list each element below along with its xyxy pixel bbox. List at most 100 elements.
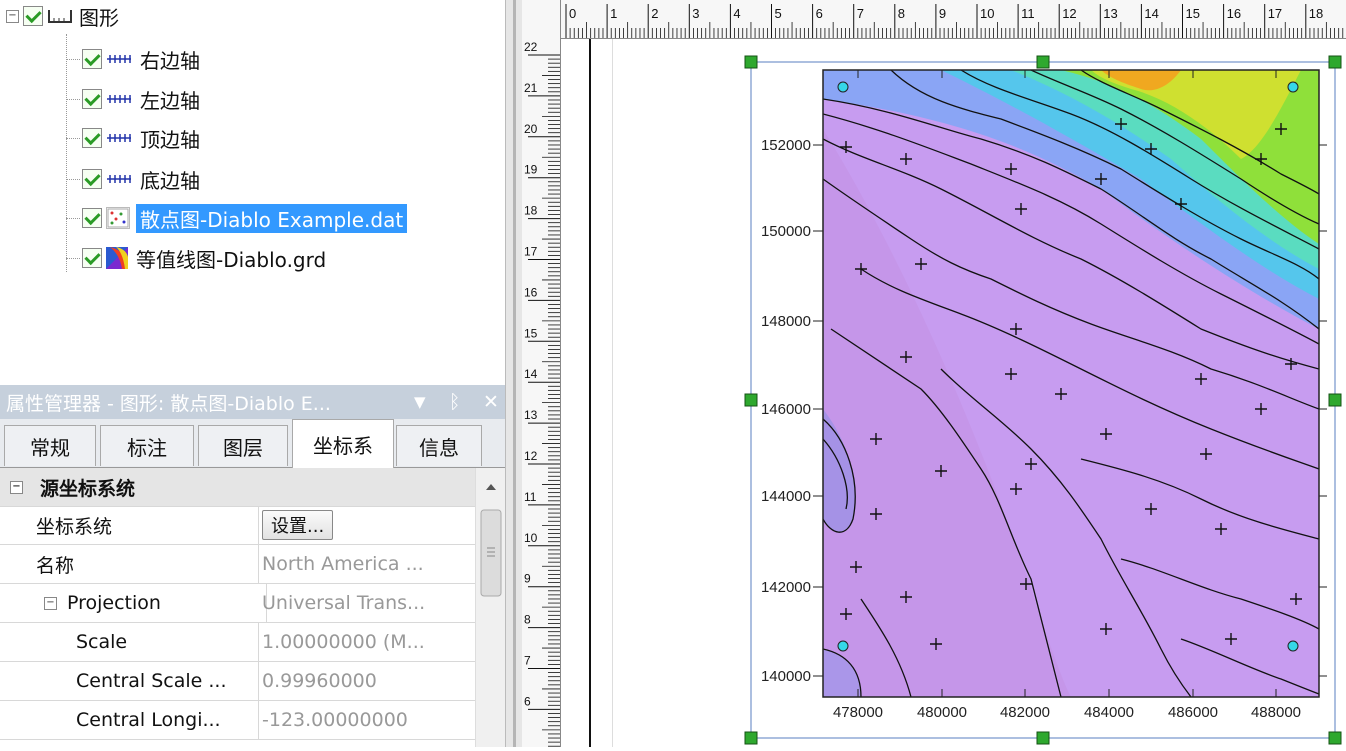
- ruler-label: 10: [980, 6, 994, 21]
- scatter-point: [1005, 368, 1017, 380]
- property-row[interactable]: Central Scale ... 0.99960000: [0, 662, 475, 701]
- resize-handle[interactable]: [1328, 55, 1342, 69]
- collapse-toggle-icon[interactable]: −: [6, 9, 19, 23]
- corner-marker-icon: [1287, 640, 1299, 652]
- tree-root-row[interactable]: − 图形: [6, 0, 119, 32]
- y-tick-label: 142000: [761, 579, 811, 596]
- tab-general[interactable]: 常规: [4, 425, 96, 466]
- property-row[interactable]: 坐标系统 设置...: [0, 506, 475, 545]
- tree-item-scatter-plot[interactable]: 散点图-Diablo Example.dat: [66, 201, 408, 235]
- checkbox-icon[interactable]: [82, 128, 102, 148]
- ruler-label: 5: [775, 6, 782, 21]
- y-tick-label: 152000: [761, 137, 811, 154]
- property-value[interactable]: 1.00000000 (M...: [262, 631, 425, 653]
- y-tick-label: 146000: [761, 401, 811, 418]
- y-tick-label: 144000: [761, 488, 811, 505]
- property-value[interactable]: Universal Trans...: [262, 592, 426, 614]
- scatter-point: [1020, 578, 1032, 590]
- tab-layers[interactable]: 图层: [198, 425, 288, 466]
- scatter-point: [900, 591, 912, 603]
- resize-handle[interactable]: [744, 55, 758, 69]
- property-name: Projection: [67, 592, 161, 614]
- tree-item-contour-map[interactable]: 等值线图-Diablo.grd: [66, 241, 326, 275]
- dropdown-icon[interactable]: ▼: [414, 393, 426, 411]
- tab-labels[interactable]: 标注: [100, 425, 194, 466]
- ruler-label: 2: [651, 6, 658, 21]
- scatter-point: [850, 561, 862, 573]
- ruler-label: 12: [524, 449, 538, 463]
- resize-handle[interactable]: [1036, 731, 1050, 745]
- checkbox-icon[interactable]: [82, 248, 102, 268]
- scatter-point: [1175, 198, 1187, 210]
- property-row[interactable]: Scale 1.00000000 (M...: [0, 623, 475, 662]
- ruler-label: 6: [524, 694, 531, 708]
- scatter-point: [915, 258, 927, 270]
- resize-handle[interactable]: [1328, 393, 1342, 407]
- scatter-point: [855, 263, 867, 275]
- property-value[interactable]: -123.00000000: [262, 709, 408, 731]
- ruler-label: 14: [1144, 6, 1158, 21]
- scatter-point: [1255, 403, 1267, 415]
- contour-map-icon: [106, 247, 128, 269]
- resize-handle[interactable]: [744, 393, 758, 407]
- object-manager-panel: − 图形 右边轴 左边轴 顶边轴 底边轴 散点图-D: [0, 0, 506, 385]
- axis-icon: [107, 134, 131, 142]
- ruler-label: 17: [524, 245, 538, 259]
- ruler-label: 8: [524, 613, 531, 627]
- contour-fill-valley: [823, 129, 1071, 697]
- scatter-point: [1015, 203, 1027, 215]
- property-value[interactable]: 0.99960000: [262, 670, 377, 692]
- scatter-point: [1100, 623, 1112, 635]
- tree-item-top-axis[interactable]: 顶边轴: [66, 121, 200, 155]
- property-row[interactable]: 名称 North America ...: [0, 545, 475, 584]
- pin-icon[interactable]: ᛒ: [449, 391, 461, 413]
- scatter-point: [935, 465, 947, 477]
- property-row[interactable]: Central Longi... -123.00000000: [0, 701, 475, 740]
- ruler-label: 11: [1021, 6, 1035, 21]
- property-tabs: 常规 标注 图层 坐标系 信息: [0, 419, 505, 468]
- ruler-label: 13: [524, 408, 538, 422]
- scatter-point: [1200, 448, 1212, 460]
- ruler-label: 3: [692, 6, 699, 21]
- y-tick-label: 150000: [761, 223, 811, 240]
- tree-item-left-axis[interactable]: 左边轴: [66, 82, 200, 116]
- tab-coordinate-system[interactable]: 坐标系: [292, 419, 394, 468]
- property-grid-scrollbar[interactable]: [475, 468, 506, 747]
- scatter-point: [930, 638, 942, 650]
- resize-handle[interactable]: [744, 731, 758, 745]
- property-value[interactable]: North America ...: [262, 553, 424, 575]
- collapse-toggle-icon[interactable]: −: [44, 596, 57, 610]
- tree-item-bottom-axis[interactable]: 底边轴: [66, 162, 200, 196]
- selection-handles[interactable]: [744, 55, 1342, 745]
- resize-handle[interactable]: [1328, 731, 1342, 745]
- ruler-label: 16: [1227, 6, 1241, 21]
- contour-map[interactable]: 478000 480000 482000 484000 486000 488000 1520…: [561, 39, 1346, 747]
- scatter-point: [1055, 388, 1067, 400]
- close-icon[interactable]: ✕: [483, 391, 499, 413]
- tree-item-label: 顶边轴: [140, 127, 200, 152]
- scatter-point: [1010, 323, 1022, 335]
- tree-item-right-axis[interactable]: 右边轴: [66, 42, 200, 76]
- ruler-label: 21: [524, 81, 538, 95]
- tab-info[interactable]: 信息: [396, 425, 482, 466]
- scatter-point: [1010, 483, 1022, 495]
- setup-button[interactable]: 设置...: [262, 510, 334, 540]
- checkbox-icon[interactable]: [82, 89, 102, 109]
- checkbox-icon[interactable]: [82, 208, 102, 228]
- collapse-toggle-icon[interactable]: −: [10, 481, 23, 494]
- category-row-source-coordinate-system[interactable]: − 源坐标系统: [0, 468, 475, 507]
- ruler-label: 12: [1062, 6, 1076, 21]
- x-tick-label: 484000: [1084, 704, 1134, 721]
- x-tick-label: 480000: [917, 704, 967, 721]
- property-row[interactable]: − Projection Universal Trans...: [0, 584, 475, 623]
- x-tick-label: 482000: [1000, 704, 1050, 721]
- checkbox-icon[interactable]: [82, 49, 102, 69]
- checkbox-icon[interactable]: [82, 169, 102, 189]
- axis-icon: [107, 95, 131, 103]
- horizontal-ruler: 01234567891011121314151617181: [560, 0, 1346, 39]
- ruler-label: 19: [524, 163, 538, 177]
- resize-handle[interactable]: [1036, 55, 1050, 69]
- ruler-label: 9: [524, 572, 531, 586]
- ruler-label: 18: [524, 204, 538, 218]
- checkbox-icon[interactable]: [23, 6, 43, 26]
